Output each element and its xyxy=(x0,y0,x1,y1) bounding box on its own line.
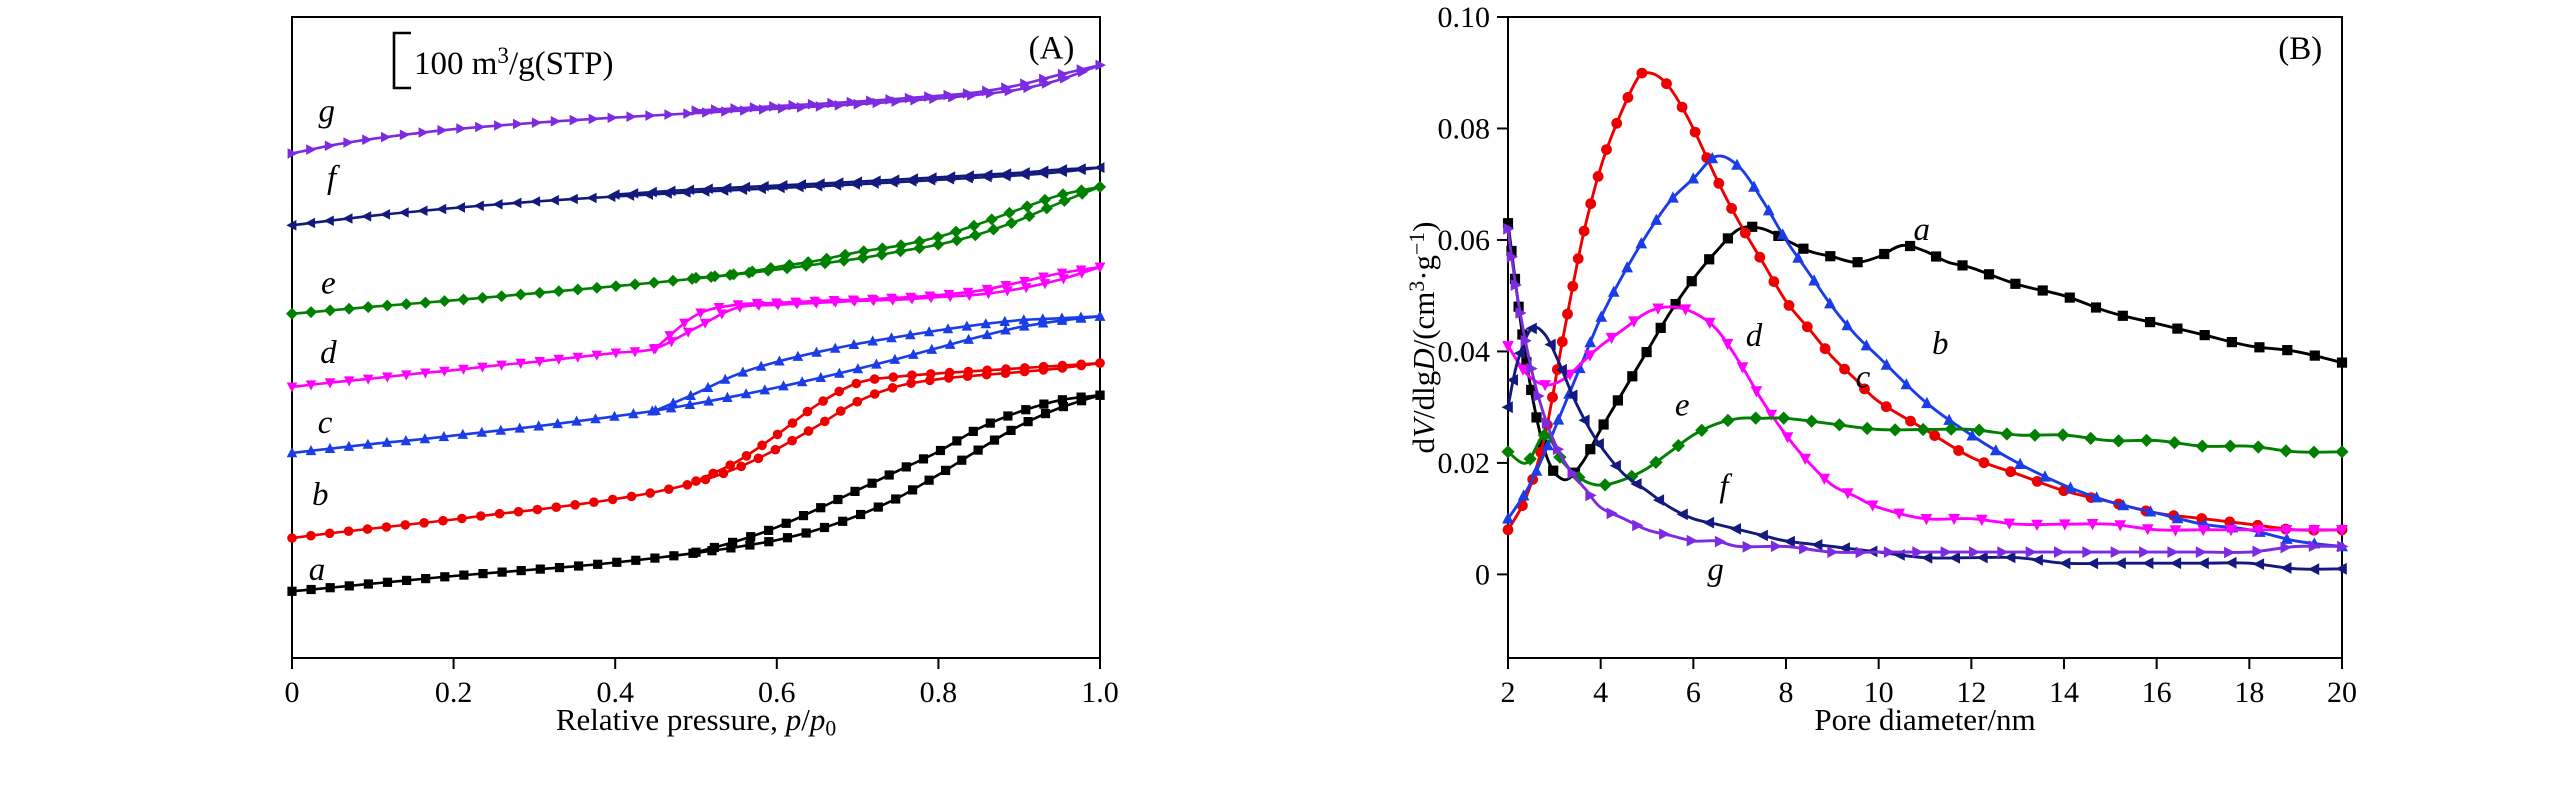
panel_B-series-d-markers xyxy=(1502,303,2348,537)
panel_A-x-axis-title: Relative pressure, p/p0 xyxy=(556,702,836,741)
panel_A-series-d-markers xyxy=(650,262,1106,355)
panel_A-series-f-markers xyxy=(609,162,1105,200)
panel_B-series-f-markers xyxy=(1501,322,2347,576)
panel_A-series-a xyxy=(287,390,1105,596)
panel_B-series-a xyxy=(1502,218,2348,482)
panel_A-annotation-d: d xyxy=(320,335,337,371)
panel_A-annotation-c: c xyxy=(318,405,333,441)
panel_B-x-tick-label: 6 xyxy=(1686,676,1701,709)
panel_B-series-f xyxy=(1501,322,2347,576)
panel_A-annotation-e: e xyxy=(321,265,336,301)
panel_A-series-e-markers xyxy=(690,180,1106,284)
panel_A-x-tick-label: 0.2 xyxy=(435,676,473,709)
panel_A-annotation-g: g xyxy=(318,93,335,129)
panel_A-series-b-markers xyxy=(691,358,1105,486)
panel_B-series-g xyxy=(1503,222,2349,559)
panel_B-y-axis-title: dV/dlgD/(cm3·g−1) xyxy=(1405,222,1441,454)
panel_B-y-tick-label: 0.02 xyxy=(1438,447,1491,480)
panel_A-axis-ticks-and-labels: 0 0.2 0.4 0.6 0.8 1.0 Relative pressure, p/p0 xyxy=(285,658,1119,741)
panel_B-annotation-d: d xyxy=(1746,318,1763,354)
panel_B-y-tick-label: 0.06 xyxy=(1438,224,1491,257)
panel_B-x-tick-label: 14 xyxy=(2049,676,2079,709)
panel_A-series-c xyxy=(286,310,1106,458)
panel_B-annotation-b: b xyxy=(1932,326,1949,362)
panel_A-scale-bar-text: 100 m3/g(STP) xyxy=(414,42,613,82)
panel_A-annotation-b: b xyxy=(312,477,329,513)
panel_A-x-tick-label: 0 xyxy=(285,676,300,709)
panel_A-series-d xyxy=(286,262,1106,393)
panel_A-series-c-markers xyxy=(286,310,1106,458)
panel_A-scale-bar: 100 m3/g(STP) xyxy=(392,31,613,90)
panel_B-x-tick-label: 12 xyxy=(1956,676,1986,709)
panel_B-x-tick-label: 2 xyxy=(1501,676,1516,709)
panel_B-x-tick-label: 10 xyxy=(1864,676,1894,709)
panel_B-series-b-markers xyxy=(1502,67,2348,536)
panel_B-series-g-markers xyxy=(1503,222,2349,559)
panel_A-series-g xyxy=(287,59,1106,159)
panel_A-series-f-markers xyxy=(286,162,1105,231)
panel_B-y-tick-label: 0.04 xyxy=(1438,335,1491,368)
panel_B-x-tick-label: 4 xyxy=(1593,676,1608,709)
panel_A-annotation-A: (A) xyxy=(1029,31,1075,67)
panel_A-series-g-markers xyxy=(287,59,1106,159)
panel_A-x-tick-label: 0.8 xyxy=(920,676,958,709)
panel_A-series-g-markers xyxy=(691,59,1106,116)
panel_B-annotation-f: f xyxy=(1719,468,1732,504)
panel_B-y-tick-label: 0.08 xyxy=(1438,112,1491,145)
panel_B-annotation-B: (B) xyxy=(2278,31,2322,67)
panel_A-series-e xyxy=(286,180,1106,320)
chart-panel_A: 0 0.2 0.4 0.6 0.8 1.0 Relative pressure, p/p0 1… xyxy=(285,16,1119,741)
panel_A-series-a-markers xyxy=(287,390,1105,596)
panel_A-series-f xyxy=(286,162,1105,231)
panel_B-annotation-e: e xyxy=(1675,388,1690,424)
panel_B-x-tick-label: 8 xyxy=(1779,676,1794,709)
panel_A-x-tick-label: 0.4 xyxy=(596,676,634,709)
panel_A-x-tick-label: 1.0 xyxy=(1081,676,1119,709)
panel_A-annotation-a: a xyxy=(309,552,326,588)
panel_B-annotations: a b c d e f g (B) xyxy=(1675,31,2322,588)
chart-panel_B: 2 4 6 8 10 12 14 16 18 20 0 0.02 0.04 0.06 0.08 0.10 Por… xyxy=(1405,1,2357,737)
panel_B-series-d xyxy=(1502,303,2348,537)
panel_B-series-a-markers xyxy=(1502,218,2348,478)
panel_B-annotation-g: g xyxy=(1707,552,1724,588)
panel_B-x-tick-label: 16 xyxy=(2142,676,2172,709)
panel_B-y-tick-label: 0 xyxy=(1475,558,1490,591)
panel_A-series-b xyxy=(287,358,1105,543)
panel_A-x-tick-label: 0.6 xyxy=(758,676,796,709)
panel_B-y-tick-label: 0.10 xyxy=(1438,1,1491,34)
panel_A-series-c-markers xyxy=(650,310,1106,415)
panel_B-x-axis-title: Pore diameter/nm xyxy=(1814,702,2035,737)
panel_B-series-c xyxy=(1502,152,2348,552)
panel_B-annotation-a: a xyxy=(1914,212,1931,248)
panel_B-axes-frame xyxy=(1507,16,2343,659)
panel_A-annotation-f: f xyxy=(327,160,340,196)
panel_B-series-c-markers xyxy=(1502,152,2348,552)
panel_A-series-a-markers xyxy=(691,390,1105,557)
panel_B-x-tick-label: 20 xyxy=(2327,676,2357,709)
scale-bar-bracket-icon xyxy=(392,31,411,90)
panel_B-series-b xyxy=(1502,67,2348,536)
panel_A-series-e-markers xyxy=(286,180,1106,320)
panel_B-axis-ticks-and-labels: 2 4 6 8 10 12 14 16 18 20 0 0.02 0.04 0.06 0.08 0.10 Por… xyxy=(1405,1,2357,737)
panel_B-annotation-c: c xyxy=(1856,360,1871,396)
panel_A-axes-frame xyxy=(291,16,1101,659)
panel_B-x-tick-label: 18 xyxy=(2234,676,2264,709)
